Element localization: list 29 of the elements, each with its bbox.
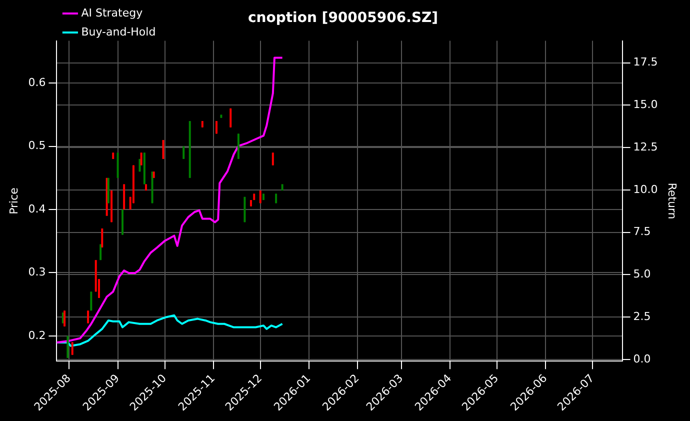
chart-title: cnoption [90005906.SZ] <box>248 10 438 26</box>
y2-tick-label: 7.5 <box>633 225 651 238</box>
legend-label: Buy-and-Hold <box>81 25 156 38</box>
y2-tick-label: 12.5 <box>633 140 658 154</box>
candlestick <box>259 190 262 204</box>
y2-tick-label: 17.5 <box>633 56 658 69</box>
y2-tick-label: 0.0 <box>633 352 651 366</box>
candlestick <box>140 152 142 166</box>
candlestick <box>101 228 104 248</box>
candlestick <box>64 310 66 327</box>
candlestick <box>230 108 232 128</box>
y-tick-label: 0.5 <box>28 139 46 152</box>
candlestick <box>90 291 92 312</box>
y-axis-title: Price <box>7 187 20 214</box>
candlestick <box>71 342 74 356</box>
candlestick <box>182 146 185 160</box>
legend-label: AI Strategy <box>81 6 144 20</box>
y2-tick-label: 15.0 <box>633 98 658 112</box>
candlestick <box>87 310 90 324</box>
y2-tick-label: 10.0 <box>633 182 658 196</box>
candlestick <box>272 152 274 166</box>
y-tick-label: 0.3 <box>28 266 46 279</box>
candlestick <box>162 140 164 160</box>
y2-tick-label: 2.5 <box>633 310 651 323</box>
y-tick-label: 0.6 <box>28 76 46 89</box>
y-tick-label: 0.2 <box>28 328 46 342</box>
y2-tick-label: 5.0 <box>633 268 651 281</box>
y-tick-label: 0.4 <box>28 202 46 216</box>
y2-axis-title: Return <box>666 182 679 220</box>
